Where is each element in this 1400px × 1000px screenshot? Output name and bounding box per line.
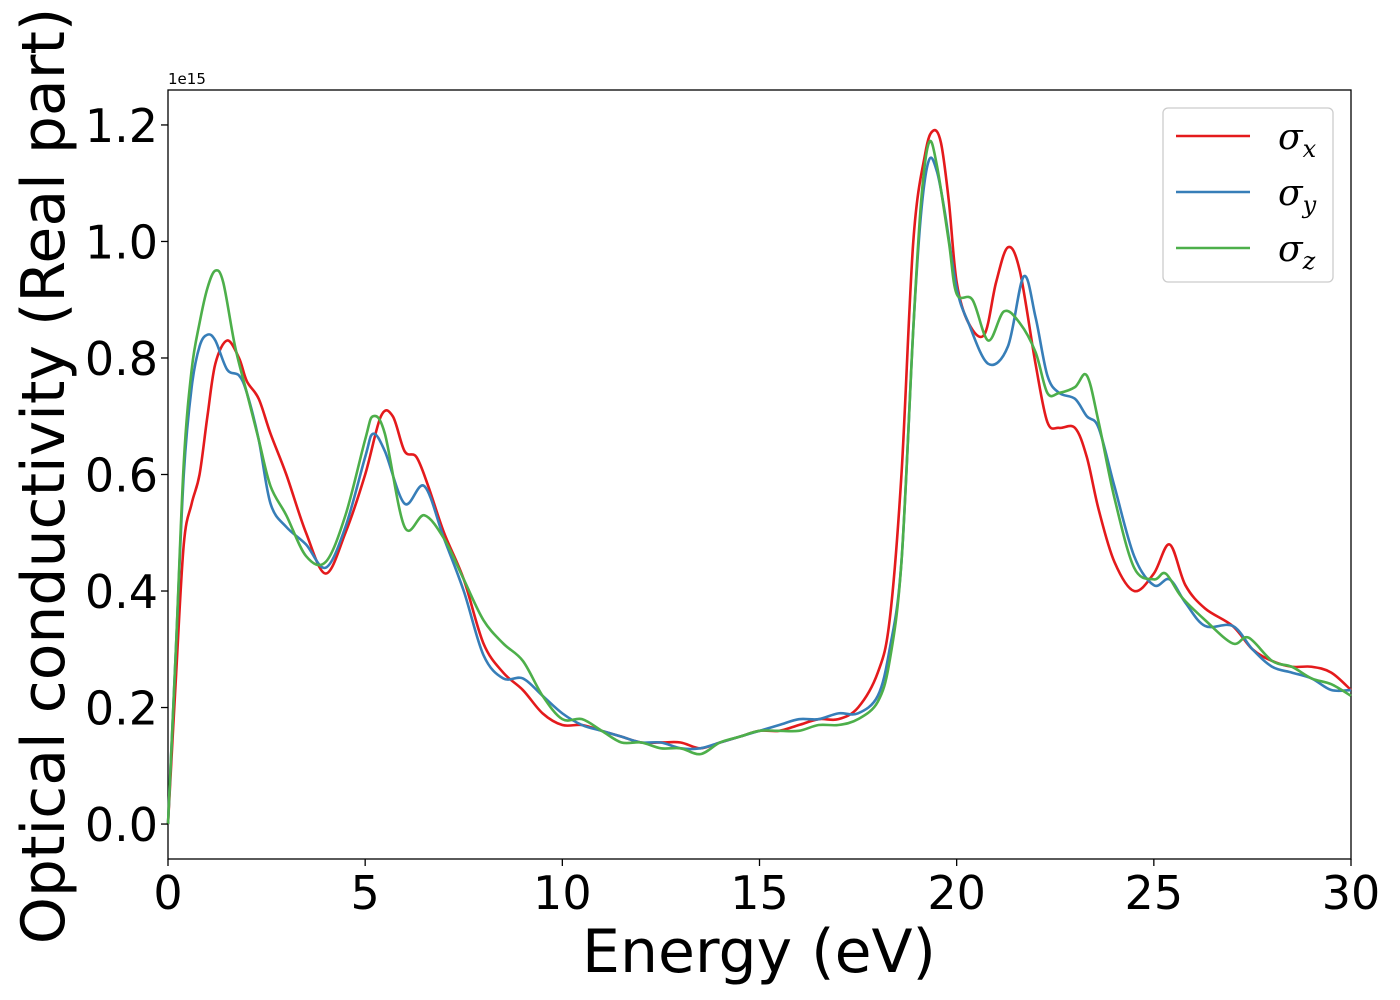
- x-axis: 0 5 10 15 20 25 30: [153, 859, 1380, 920]
- y-tick-label: 0.6: [85, 449, 158, 503]
- x-tick-label: 30: [1322, 866, 1381, 920]
- y-tick-label: 0.2: [85, 682, 158, 736]
- y-tick-label: 0.4: [85, 565, 158, 619]
- series-line-z: [166, 139, 1352, 825]
- legend-label-y: σy: [1278, 173, 1317, 219]
- legend: σx σy σz: [1162, 107, 1334, 283]
- series-layer: [166, 128, 1352, 825]
- legend-label-x: σx: [1278, 117, 1317, 163]
- x-tick-label: 0: [153, 866, 182, 920]
- x-axis-label: Energy (eV): [582, 917, 936, 987]
- y-tick-label: 1.0: [85, 215, 158, 269]
- y-axis-label: Optical conductivity (Real part): [9, 8, 79, 945]
- y-tick-label: 1.2: [85, 99, 158, 153]
- x-tick-label: 25: [1125, 866, 1184, 920]
- y-offset-label: 1e15: [168, 70, 206, 88]
- y-tick-label: 0.8: [85, 332, 158, 386]
- x-tick-label: 5: [351, 866, 380, 920]
- plot-area: 0 5 10 15 20 25 30 0.0 0.2 0.4 0.6 0.8 1.0 1.2: [85, 89, 1380, 920]
- x-tick-label: 10: [533, 866, 592, 920]
- y-tick-label: 0.0: [85, 798, 158, 852]
- legend-label-z: σz: [1278, 229, 1316, 275]
- x-tick-label: 15: [730, 866, 789, 920]
- x-tick-label: 20: [927, 866, 986, 920]
- y-axis: 0.0 0.2 0.4 0.6 0.8 1.0 1.2: [85, 99, 168, 852]
- legend-frame: [1162, 107, 1334, 283]
